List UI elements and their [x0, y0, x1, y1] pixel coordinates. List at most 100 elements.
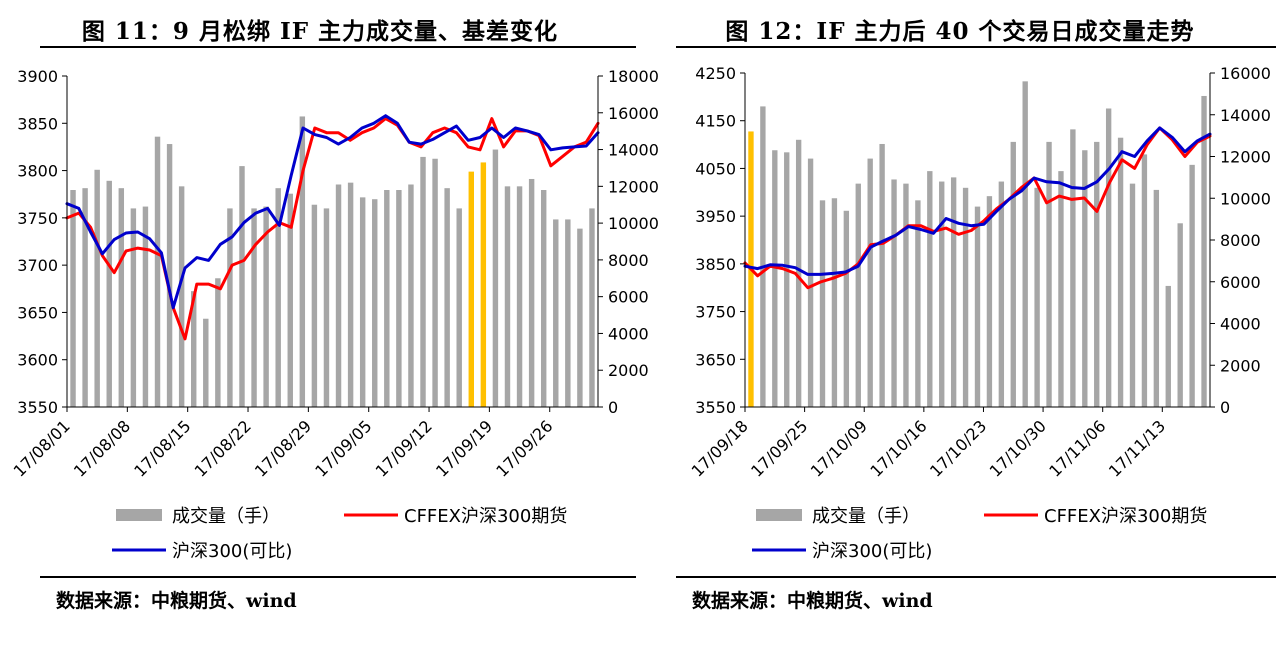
volume-bar — [94, 169, 100, 407]
right-tick-label: 2000 — [608, 361, 649, 380]
volume-bar — [359, 197, 366, 407]
volume-bar — [347, 182, 354, 407]
source-note: 数据来源：中粮期货、wind — [56, 590, 297, 612]
volume-bar — [1105, 108, 1112, 408]
volume-bar — [939, 181, 945, 407]
legend-swatch-volume — [116, 509, 162, 521]
right-tick-label: 8000 — [608, 251, 649, 270]
left-tick-label: 3800 — [17, 162, 58, 181]
volume-bar — [565, 219, 571, 407]
legend-label-index: 沪深300(可比) — [172, 541, 292, 562]
right-tick-label: 8000 — [1220, 231, 1261, 250]
x-tick-label: 17/09/18 — [688, 416, 752, 480]
volume-bar — [456, 208, 462, 407]
volume-bar — [1141, 154, 1148, 407]
right-tick-label: 6000 — [608, 288, 649, 307]
volume-bar — [577, 228, 583, 407]
right-tick-label: 16000 — [1220, 64, 1271, 83]
title-rule — [40, 46, 636, 48]
x-tick-label: 17/08/08 — [70, 416, 134, 480]
volume-bar — [263, 206, 269, 407]
left-tick-label: 3950 — [695, 207, 736, 226]
left-tick-label: 3850 — [695, 255, 736, 274]
x-tick-label: 17/10/09 — [807, 416, 871, 480]
title-rule — [676, 46, 1276, 48]
volume-bar — [516, 186, 523, 407]
right-tick-label: 12000 — [1220, 148, 1271, 167]
volume-bar — [372, 199, 378, 407]
x-tick-label: 17/08/01 — [10, 416, 74, 480]
volume-bar — [154, 136, 161, 407]
right-tick-label: 2000 — [1220, 356, 1261, 375]
x-tick-label: 17/09/12 — [372, 416, 436, 480]
x-tick-label: 17/08/22 — [191, 416, 255, 480]
volume-bar — [553, 219, 559, 407]
right-tick-label: 4000 — [1220, 315, 1261, 334]
x-tick-label: 17/09/05 — [311, 416, 375, 480]
right-tick-label: 16000 — [608, 104, 659, 123]
volume-bar — [784, 152, 790, 407]
volume-bar — [1165, 285, 1171, 407]
left-tick-label: 3900 — [17, 67, 58, 86]
left-tick-label: 4050 — [695, 159, 736, 178]
volume-bar-highlight — [468, 171, 474, 407]
right-tick-label: 0 — [608, 398, 618, 417]
volume-bar — [130, 208, 137, 407]
volume-bar — [504, 186, 511, 407]
volume-bar-highlight — [480, 162, 487, 407]
volume-bar — [408, 184, 414, 407]
right-tick-label: 18000 — [608, 67, 659, 86]
volume-bar — [106, 180, 112, 407]
volume-bar — [1010, 141, 1016, 407]
volume-bar — [807, 158, 814, 407]
volume-trend-chart: 3550 3650 3750 3850 3950 4050 4150 4250 0 2000 400… — [688, 64, 1271, 562]
x-tick-label: 17/08/15 — [130, 416, 194, 480]
legend-label-futures: CFFEX沪深300期货 — [1044, 506, 1207, 527]
volume-bar — [166, 144, 173, 408]
right-tick-label: 6000 — [1220, 273, 1261, 292]
source-rule — [676, 576, 1276, 578]
volume-bar — [819, 200, 826, 407]
x-tick-label: 17/11/13 — [1105, 416, 1169, 480]
left-tick-label: 3550 — [17, 398, 58, 417]
volume-bar — [540, 190, 547, 407]
left-tick-label: 3600 — [17, 351, 58, 370]
volume-bar — [528, 178, 535, 407]
volume-bar — [275, 188, 281, 407]
volume-bar — [178, 186, 185, 407]
volume-bar — [962, 187, 969, 407]
x-tick-label: 17/08/29 — [251, 416, 315, 480]
left-tick-label: 4150 — [695, 112, 736, 131]
volume-bar — [760, 106, 766, 408]
volume-bar — [986, 196, 993, 407]
volume-bar — [1034, 187, 1040, 407]
volume-bar — [70, 190, 76, 407]
legend-label-volume: 成交量（手） — [172, 506, 280, 527]
volume-bar — [1201, 95, 1207, 408]
volume-bar — [299, 116, 306, 407]
volume-bar — [1046, 141, 1052, 407]
volume-bar — [855, 183, 861, 407]
volume-bar — [867, 158, 873, 407]
legend-label-futures: CFFEX沪深300期货 — [404, 506, 567, 527]
volume-bar — [384, 190, 390, 407]
volume-bar — [492, 149, 499, 408]
volume-bar — [1082, 150, 1088, 408]
left-tick-label: 3750 — [17, 209, 58, 228]
x-tick-label: 17/11/06 — [1045, 416, 1109, 480]
x-tick-label: 17/10/16 — [866, 416, 930, 480]
volume-bar — [432, 158, 438, 407]
figure-12-panel: 图 12：IF 主力后 40 个交易日成交量走势 3550 3650 3750 385… — [640, 0, 1280, 670]
volume-bar — [142, 206, 149, 407]
volume-bar — [891, 179, 897, 407]
volume-bar — [879, 143, 885, 407]
right-tick-label: 0 — [1220, 398, 1230, 417]
volume-bar — [335, 184, 342, 407]
left-tick-label: 3700 — [17, 256, 58, 275]
x-tick-label: 17/10/30 — [986, 416, 1050, 480]
volume-bar — [1070, 129, 1076, 408]
volume-bar — [1058, 171, 1064, 407]
legend-label-volume: 成交量（手） — [812, 506, 920, 527]
right-tick-label: 12000 — [608, 177, 659, 196]
volume-bar — [998, 181, 1005, 407]
